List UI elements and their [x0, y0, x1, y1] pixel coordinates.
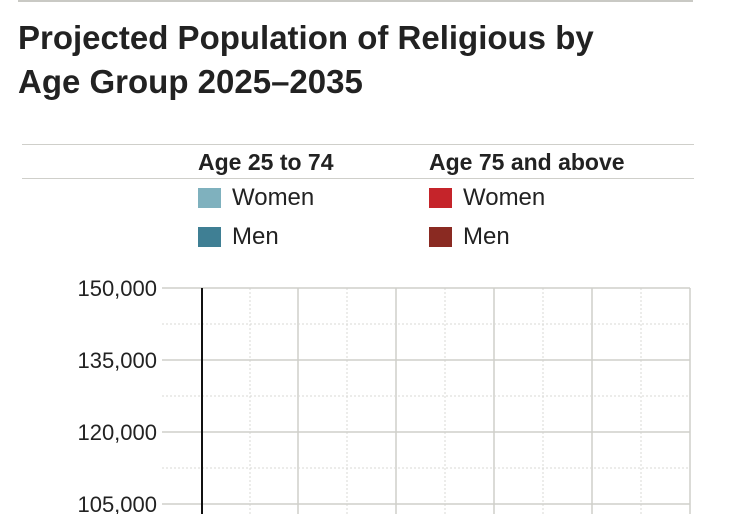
legend-swatch-age-75-women [429, 187, 452, 208]
legend-group-age-75-and-above: Age 75 and above Women Men [429, 146, 625, 256]
top-rule [18, 0, 693, 2]
legend-heading-age-25-to-74: Age 25 to 74 [198, 149, 334, 175]
y-tick-label: 135,000 [77, 348, 157, 373]
legend-item-age-75-women: Women [429, 178, 625, 217]
legend-item-age-25-74-women: Women [198, 178, 334, 217]
legend-label-age-25-74-men: Men [232, 222, 279, 250]
legend-item-age-25-74-men: Men [198, 217, 334, 256]
legend-heading-rule [22, 178, 694, 179]
legend-label-age-25-74-women: Women [232, 183, 315, 211]
legend-swatch-age-25-74-men [198, 226, 221, 247]
y-tick-label: 150,000 [77, 276, 157, 301]
legend-swatch-age-75-men [429, 226, 452, 247]
legend-group-age-25-to-74: Age 25 to 74 Women Men [198, 146, 334, 256]
legend-top-rule [22, 144, 694, 145]
legend-label-age-75-women: Women [463, 183, 546, 211]
y-tick-label: 120,000 [77, 420, 157, 445]
legend-swatch-age-25-74-women [198, 187, 221, 208]
legend-label-age-75-men: Men [463, 222, 510, 250]
chart-title: Projected Population of Religious by Age… [18, 19, 594, 100]
legend-heading-age-75-and-above: Age 75 and above [429, 149, 625, 175]
y-tick-label: 105,000 [77, 492, 157, 514]
legend-item-age-75-men: Men [429, 217, 625, 256]
